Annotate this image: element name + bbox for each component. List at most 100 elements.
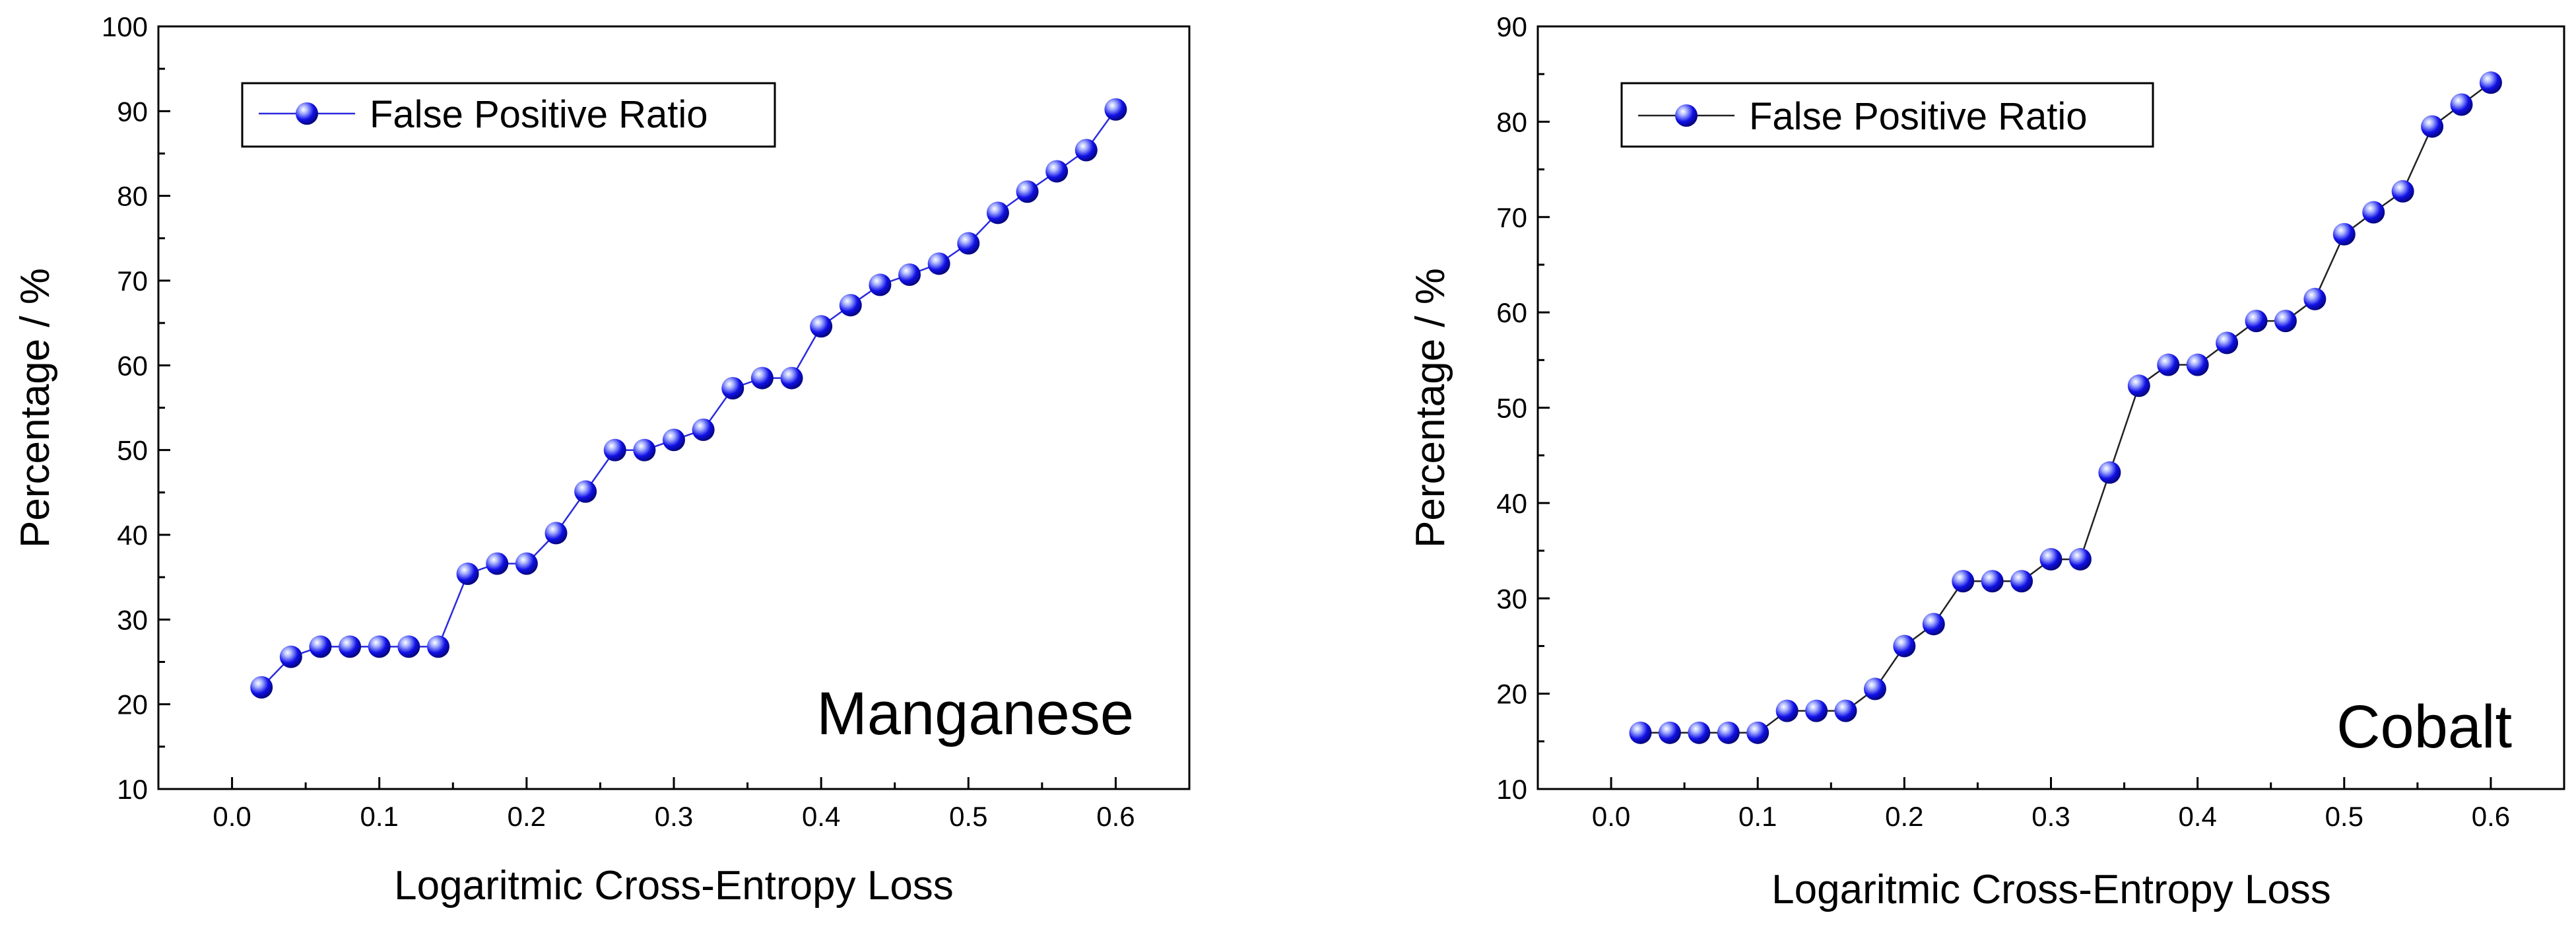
data-point bbox=[927, 252, 950, 275]
x-tick-label: 0.1 bbox=[1738, 801, 1777, 832]
data-point bbox=[368, 635, 391, 658]
data-point bbox=[721, 376, 744, 399]
data-point bbox=[2274, 310, 2297, 333]
data-point bbox=[2098, 461, 2121, 484]
data-point bbox=[2216, 331, 2239, 355]
legend: False Positive Ratio bbox=[1620, 82, 2154, 148]
data-point bbox=[1775, 699, 1799, 722]
x-tick-label: 0.5 bbox=[2325, 801, 2363, 832]
data-point bbox=[692, 418, 715, 441]
x-tick-label: 0.3 bbox=[2031, 801, 2070, 832]
data-point bbox=[750, 366, 774, 390]
data-point bbox=[1805, 699, 1828, 722]
x-tick-label: 0.6 bbox=[1096, 801, 1135, 832]
data-point bbox=[1629, 721, 1652, 744]
x-tick-label: 0.0 bbox=[213, 801, 251, 832]
data-point bbox=[2127, 374, 2150, 397]
x-axis: 0.0 0.1 0.2 0.3 0.4 0.5 0.6 bbox=[1536, 777, 2565, 832]
series-points bbox=[250, 98, 1127, 699]
data-point bbox=[426, 635, 449, 658]
data-point bbox=[279, 645, 302, 668]
data-point bbox=[250, 676, 273, 699]
y-tick-label: 60 bbox=[117, 350, 148, 381]
data-point bbox=[1658, 721, 1681, 744]
y-tick-label: 90 bbox=[117, 96, 148, 127]
y-tick-label: 60 bbox=[1496, 297, 1527, 328]
y-tick-label: 80 bbox=[117, 181, 148, 212]
x-tick-label: 0.5 bbox=[949, 801, 987, 832]
data-point bbox=[2039, 548, 2063, 571]
data-point bbox=[898, 263, 921, 287]
y-tick-label: 30 bbox=[1496, 583, 1527, 614]
legend-marker-icon bbox=[1675, 104, 1698, 127]
y-tick-label: 10 bbox=[117, 774, 148, 805]
x-axis-label: Logaritmic Cross-Entropy Loss bbox=[1771, 867, 2331, 912]
series-points bbox=[1629, 71, 2502, 744]
legend: False Positive Ratio bbox=[241, 82, 776, 148]
x-tick-label: 0.2 bbox=[508, 801, 546, 832]
y-tick-label: 20 bbox=[117, 689, 148, 720]
x-axis: 0.0 0.1 0.2 0.3 0.4 0.5 0.6 bbox=[157, 777, 1191, 832]
data-point bbox=[869, 273, 892, 296]
y-axis: 10 20 30 40 50 60 70 80 90 100 bbox=[102, 11, 170, 805]
cobalt-chart: 10 20 30 40 50 60 70 80 90 0.0 0.1 0.2 0.3 0.4 0.5 0.6… bbox=[1408, 11, 2565, 912]
data-point bbox=[957, 232, 980, 255]
data-point bbox=[633, 438, 656, 462]
legend-label: False Positive Ratio bbox=[370, 93, 708, 136]
data-point bbox=[1717, 721, 1740, 744]
data-point bbox=[2186, 353, 2209, 376]
data-point bbox=[810, 315, 833, 338]
data-point bbox=[780, 366, 803, 390]
x-tick-label: 0.3 bbox=[655, 801, 693, 832]
legend-label: False Positive Ratio bbox=[1749, 95, 2088, 138]
y-tick-label: 40 bbox=[1496, 488, 1527, 519]
data-point bbox=[486, 552, 509, 575]
y-tick-label: 80 bbox=[1496, 106, 1527, 137]
y-tick-label: 90 bbox=[1496, 11, 1527, 42]
chart-annotation: Manganese bbox=[816, 680, 1134, 747]
data-point bbox=[2421, 115, 2444, 138]
y-tick-label: 40 bbox=[117, 520, 148, 551]
data-point bbox=[1688, 721, 1711, 744]
data-point bbox=[1834, 699, 1857, 722]
data-point bbox=[1746, 721, 1769, 744]
data-point bbox=[1893, 635, 1916, 658]
data-point bbox=[986, 201, 1009, 224]
y-axis: 10 20 30 40 50 60 70 80 90 bbox=[1496, 11, 1550, 805]
data-point bbox=[1016, 180, 1039, 203]
x-axis-label: Logaritmic Cross-Entropy Loss bbox=[394, 863, 954, 909]
data-point bbox=[603, 438, 626, 462]
data-point bbox=[839, 294, 862, 317]
y-tick-label: 70 bbox=[1496, 202, 1527, 233]
data-point bbox=[2157, 353, 2180, 376]
y-axis-label: Percentage / % bbox=[13, 268, 58, 548]
data-point bbox=[1104, 98, 1127, 121]
data-point bbox=[1981, 570, 2004, 593]
x-tick-label: 0.4 bbox=[2178, 801, 2216, 832]
data-point bbox=[2391, 180, 2414, 203]
data-point bbox=[2245, 310, 2268, 333]
data-point bbox=[1922, 613, 1945, 636]
data-point bbox=[2450, 93, 2473, 116]
data-point bbox=[2479, 71, 2502, 94]
y-tick-label: 50 bbox=[117, 435, 148, 466]
data-point bbox=[339, 635, 362, 658]
data-point bbox=[2010, 570, 2033, 593]
x-tick-label: 0.6 bbox=[2472, 801, 2510, 832]
data-point bbox=[545, 522, 568, 545]
data-point bbox=[1863, 677, 1886, 701]
data-point bbox=[574, 480, 597, 503]
legend-box bbox=[241, 82, 776, 148]
data-point bbox=[515, 552, 538, 575]
chart-annotation: Cobalt bbox=[2336, 693, 2512, 761]
series-line-false-positive-ratio bbox=[1640, 82, 2492, 734]
data-point bbox=[1074, 139, 1098, 162]
x-tick-label: 0.1 bbox=[360, 801, 399, 832]
series-line-false-positive-ratio bbox=[261, 109, 1117, 688]
y-tick-label: 100 bbox=[102, 11, 148, 42]
y-tick-label: 70 bbox=[117, 265, 148, 296]
y-tick-label: 50 bbox=[1496, 393, 1527, 424]
data-point bbox=[2362, 201, 2385, 224]
manganese-chart: 10 20 30 40 50 60 70 80 90 100 0.0 0.1 0.2 0.3 0.4 0.5… bbox=[13, 11, 1191, 909]
